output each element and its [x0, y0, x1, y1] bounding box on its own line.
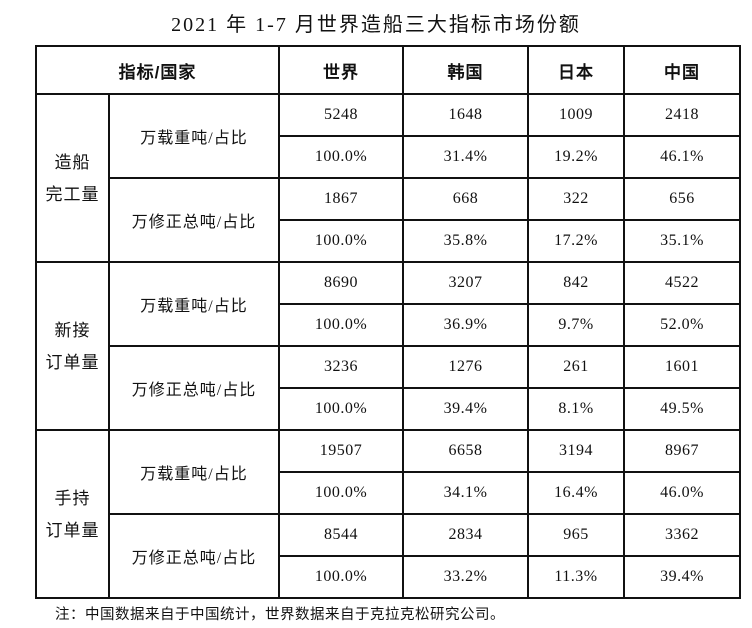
share-cell: 34.1% — [402, 471, 530, 515]
value-cell: 965 — [527, 513, 626, 557]
value-cell: 656 — [623, 177, 742, 221]
value-cell: 8544 — [278, 513, 405, 557]
value-cell: 8690 — [278, 261, 405, 305]
value-cell: 842 — [527, 261, 626, 305]
share-cell: 100.0% — [278, 471, 405, 515]
share-cell: 39.4% — [623, 555, 742, 599]
value-cell: 4522 — [623, 261, 742, 305]
page-title: 2021 年 1-7 月世界造船三大指标市场份额 — [171, 14, 581, 36]
share-cell: 100.0% — [278, 303, 405, 347]
table-row: 100.0% 39.4% 8.1% 49.5% — [36, 387, 742, 431]
group-label-line: 手持 — [54, 488, 91, 508]
share-cell: 35.8% — [402, 219, 530, 263]
table-row: 新接 订单量 万载重吨/占比 8690 3207 842 4522 — [35, 261, 742, 431]
metric-label-cell: 万修正总吨/占比 — [107, 513, 281, 599]
group-label-line: 完工量 — [45, 184, 100, 204]
share-cell: 35.1% — [623, 219, 742, 263]
header-cell-japan: 日本 — [527, 45, 626, 95]
footnote: 注：中国数据来自于中国统计，世界数据来自于克拉克松研究公司。 — [55, 607, 505, 623]
value-cell: 1601 — [623, 345, 742, 389]
group-label-cell-completions: 造船 完工量 — [35, 93, 110, 263]
table-row: 100.0% 33.2% 11.3% 39.4% — [36, 555, 742, 599]
group-label-line: 新接 — [54, 320, 91, 340]
value-cell: 19507 — [278, 429, 405, 473]
value-cell: 6658 — [402, 429, 530, 473]
share-cell: 9.7% — [527, 303, 626, 347]
share-cell: 100.0% — [278, 135, 405, 179]
group-label-cell-orderbook: 手持 订单量 — [35, 429, 110, 599]
header-cell-world: 世界 — [278, 45, 405, 95]
group-label-cell-new-orders: 新接 订单量 — [35, 261, 110, 431]
value-cell: 1276 — [402, 345, 530, 389]
value-cell: 3362 — [623, 513, 742, 557]
share-cell: 46.0% — [623, 471, 742, 515]
metric-label-cell: 万载重吨/占比 — [107, 93, 281, 179]
group-label-line: 造船 — [54, 152, 91, 172]
table-row: 万修正总吨/占比 1867 668 322 656 — [36, 177, 742, 263]
value-cell: 261 — [527, 345, 626, 389]
table-row: 造船 完工量 万载重吨/占比 5248 1648 1009 2418 — [35, 93, 742, 263]
value-cell: 2418 — [623, 93, 742, 137]
table-row: 万修正总吨/占比 3236 1276 261 1601 — [36, 345, 742, 431]
table-row: 100.0% 31.4% 19.2% 46.1% — [36, 135, 742, 179]
value-cell: 3207 — [402, 261, 530, 305]
market-share-table: 指标/国家 世界 韩国 日本 中国 造船 完工量 万载重吨/占比 5248 16… — [34, 45, 742, 599]
share-cell: 8.1% — [527, 387, 626, 431]
table-row: 万修正总吨/占比 8544 2834 965 3362 — [36, 513, 742, 599]
metric-label-cell: 万载重吨/占比 — [107, 261, 281, 347]
share-cell: 16.4% — [527, 471, 626, 515]
table-row: 100.0% 34.1% 16.4% 46.0% — [36, 471, 742, 515]
metric-label-cell: 万修正总吨/占比 — [107, 177, 281, 263]
share-cell: 33.2% — [402, 555, 530, 599]
table-header-row: 指标/国家 世界 韩国 日本 中国 — [34, 45, 742, 95]
share-cell: 39.4% — [402, 387, 530, 431]
share-cell: 19.2% — [527, 135, 626, 179]
share-cell: 17.2% — [527, 219, 626, 263]
table-row: 100.0% 36.9% 9.7% 52.0% — [36, 303, 742, 347]
table-row: 手持 订单量 万载重吨/占比 19507 6658 3194 8967 — [35, 429, 742, 599]
value-cell: 3194 — [527, 429, 626, 473]
share-cell: 11.3% — [527, 555, 626, 599]
value-cell: 1648 — [402, 93, 530, 137]
value-cell: 8967 — [623, 429, 742, 473]
value-cell: 2834 — [402, 513, 530, 557]
share-cell: 52.0% — [623, 303, 742, 347]
metric-label-cell: 万修正总吨/占比 — [107, 345, 281, 431]
share-cell: 100.0% — [278, 219, 405, 263]
share-cell: 31.4% — [402, 135, 530, 179]
value-cell: 5248 — [278, 93, 405, 137]
metric-label-cell: 万载重吨/占比 — [107, 429, 281, 515]
value-cell: 3236 — [278, 345, 405, 389]
group-label-line: 订单量 — [45, 352, 100, 372]
header-cell-indicator-country: 指标/国家 — [34, 45, 281, 95]
value-cell: 322 — [527, 177, 626, 221]
header-cell-china: 中国 — [623, 45, 742, 95]
share-cell: 100.0% — [278, 555, 405, 599]
value-cell: 1009 — [527, 93, 626, 137]
share-cell: 46.1% — [623, 135, 742, 179]
table-row: 100.0% 35.8% 17.2% 35.1% — [36, 219, 742, 263]
header-cell-korea: 韩国 — [402, 45, 530, 95]
share-cell: 36.9% — [402, 303, 530, 347]
value-cell: 668 — [402, 177, 530, 221]
share-cell: 49.5% — [623, 387, 742, 431]
share-cell: 100.0% — [278, 387, 405, 431]
value-cell: 1867 — [278, 177, 405, 221]
group-label-line: 订单量 — [45, 520, 100, 540]
